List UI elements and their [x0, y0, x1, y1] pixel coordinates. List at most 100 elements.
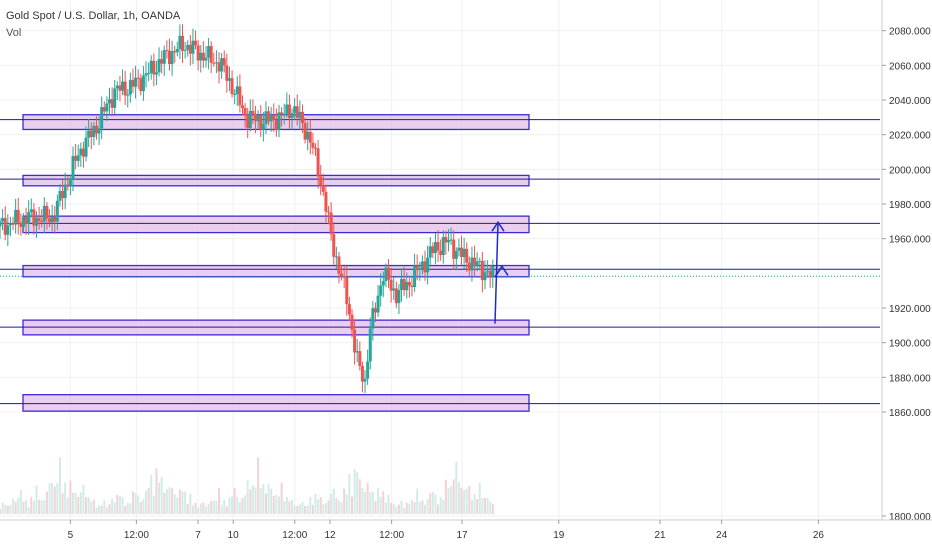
chart-grid — [0, 0, 880, 520]
candle-body — [113, 88, 117, 108]
candle-body — [475, 261, 479, 266]
candle-body — [178, 35, 182, 50]
x-tick-label: 10 — [228, 530, 240, 541]
candle-body — [433, 242, 437, 254]
volume-bar — [40, 500, 43, 514]
candle-body — [334, 256, 338, 258]
candle-body — [431, 246, 435, 254]
volume-bar — [231, 496, 234, 514]
candle-body — [139, 78, 143, 92]
volume-bar — [314, 494, 317, 514]
volume-bar — [457, 482, 460, 514]
volume-bar — [382, 491, 385, 514]
candle-body — [76, 155, 80, 161]
candle-body — [287, 104, 291, 118]
support-resistance-zones[interactable] — [22, 114, 530, 412]
candle-body — [201, 52, 205, 61]
volume-bar — [131, 491, 134, 514]
candle-body — [389, 279, 393, 291]
volume-bar — [246, 480, 249, 514]
candle-body — [29, 209, 33, 213]
volume-bar — [390, 502, 393, 514]
candle-body — [209, 46, 213, 63]
candle-body — [1, 218, 5, 222]
candle-body — [94, 125, 98, 134]
volume-bar — [56, 483, 59, 514]
volume-bar — [165, 489, 168, 514]
volume-bar — [9, 505, 12, 514]
candle-body — [37, 217, 41, 222]
volume-bar — [304, 506, 307, 514]
candle-body — [436, 242, 440, 251]
candle-body — [418, 268, 422, 270]
volume-bar — [113, 502, 116, 514]
candle-body — [342, 276, 346, 278]
candle-body — [313, 147, 317, 149]
volume-bar — [309, 497, 312, 514]
price-axis[interactable]: 2100.000 2080.000 2060.000 2040.000 2020.000… — [880, 0, 932, 550]
volume-bar — [92, 499, 95, 514]
candle-body — [220, 58, 224, 72]
candle-body — [360, 365, 364, 382]
candle-body — [439, 250, 443, 256]
candle-body — [42, 205, 46, 222]
candle-body — [160, 59, 164, 64]
volume-bar — [374, 500, 377, 514]
volume-bar — [403, 507, 406, 514]
candle-body — [243, 108, 247, 116]
volume-bar — [53, 486, 56, 514]
volume-bar — [241, 498, 244, 514]
volume-bar — [45, 491, 48, 514]
volume-bar — [416, 488, 419, 514]
candle-body — [254, 113, 258, 122]
x-tick-label: 19 — [553, 530, 565, 541]
candle-body — [108, 99, 112, 104]
candle-body — [488, 271, 492, 277]
volume-bar — [160, 477, 163, 514]
volume-bar — [116, 494, 119, 514]
volume-bar — [447, 488, 450, 514]
volume-bar — [152, 495, 155, 514]
volume-bars — [0, 457, 494, 514]
projection-arrows[interactable] — [491, 220, 509, 324]
volume-bar — [452, 479, 455, 514]
volume-bar — [126, 502, 129, 514]
volume-bar — [186, 503, 189, 514]
volume-bar — [259, 488, 262, 514]
candle-body — [460, 247, 464, 257]
time-axis[interactable]: 5 12:00 7 10 12:00 12 12:00 17 19 21 24 26 — [0, 519, 932, 541]
y-tick-label: 2000.000 — [889, 165, 931, 176]
volume-bar — [364, 491, 367, 514]
volume-bar — [218, 488, 221, 514]
candle-body — [238, 86, 242, 106]
candle-body — [363, 378, 367, 382]
candle-body — [373, 308, 377, 313]
candle-body — [222, 58, 226, 66]
volume-bar — [270, 488, 273, 514]
candle-body — [306, 131, 310, 140]
volume-bar — [267, 483, 270, 514]
candle-body — [282, 113, 286, 115]
volume-bar — [147, 488, 150, 514]
volume-bar — [43, 500, 46, 514]
candle-body — [230, 78, 234, 95]
candle-body — [100, 107, 104, 129]
candle-body — [402, 279, 406, 291]
volume-bar — [194, 502, 197, 514]
candle-body — [188, 44, 192, 54]
volume-bar — [442, 499, 445, 514]
candle-body — [415, 265, 419, 270]
volume-bar — [277, 496, 280, 514]
candle-body — [121, 81, 125, 91]
volume-bar — [199, 503, 202, 514]
x-tick-label: 5 — [68, 530, 74, 541]
candle-body — [337, 256, 341, 274]
volume-bar — [340, 502, 343, 514]
candle-body — [110, 99, 114, 108]
volume-bar — [79, 492, 82, 514]
zone-rectangle — [22, 174, 530, 187]
candle-body — [350, 314, 354, 330]
volume-bar — [418, 501, 421, 514]
candle-body — [167, 50, 171, 65]
